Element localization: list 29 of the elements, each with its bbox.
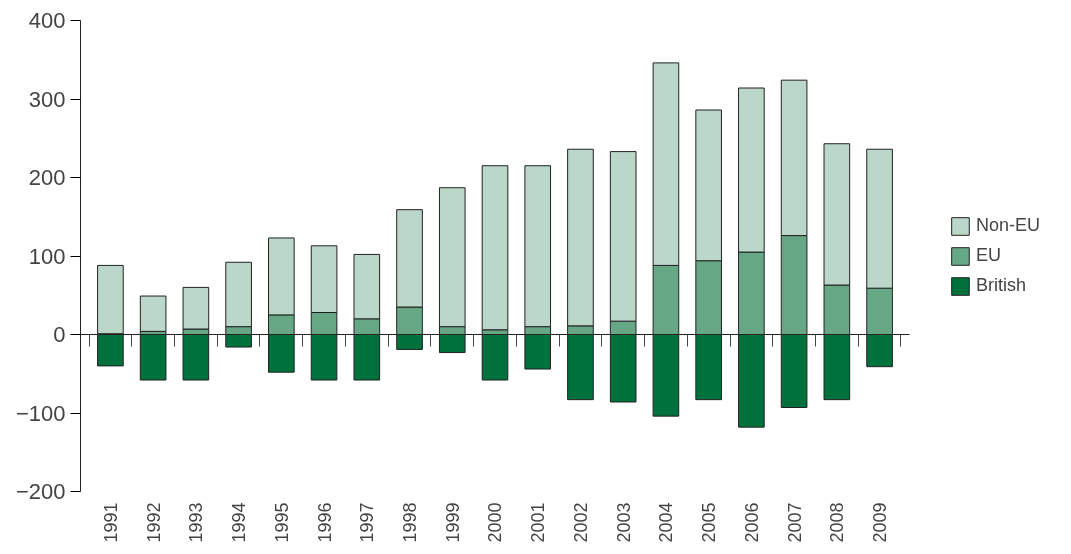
x-tick-label: 1994 (229, 502, 250, 543)
x-tick-label: 2006 (741, 502, 762, 543)
legend-label: EU (975, 245, 1001, 266)
x-tick-label: 1995 (271, 502, 292, 543)
x-tick-label: 1993 (186, 502, 207, 543)
x-tick-label: 2009 (870, 502, 891, 543)
x-tick-label: 2003 (613, 502, 634, 543)
y-tick-label: −200 (15, 479, 66, 504)
x-tick-label: 1992 (143, 502, 164, 543)
x-tick-label: 1991 (100, 502, 121, 543)
x-tick-label: 2007 (784, 502, 805, 543)
y-tick-label: 200 (28, 165, 66, 190)
x-tick-label: 1996 (314, 502, 335, 543)
legend-label: Non-EU (975, 215, 1040, 236)
y-tick-label: 300 (28, 86, 66, 112)
x-tick-label: 1997 (357, 502, 378, 543)
x-tick-label: 2000 (485, 502, 506, 543)
x-tick-label: 2004 (656, 502, 677, 543)
legend-label: British (975, 275, 1026, 296)
x-tick-label: 1999 (442, 502, 463, 543)
x-tick-label: 2002 (570, 502, 591, 543)
y-tick-label: −100 (15, 400, 66, 426)
x-tick-label: 2001 (528, 502, 549, 543)
y-tick-label: 100 (28, 243, 66, 269)
y-tick-label: 0 (53, 322, 66, 347)
x-tick-label: 1998 (400, 502, 421, 543)
x-tick-label: 2008 (827, 502, 848, 543)
x-tick-label: 2005 (699, 502, 720, 543)
y-tick-label: 400 (28, 8, 66, 33)
